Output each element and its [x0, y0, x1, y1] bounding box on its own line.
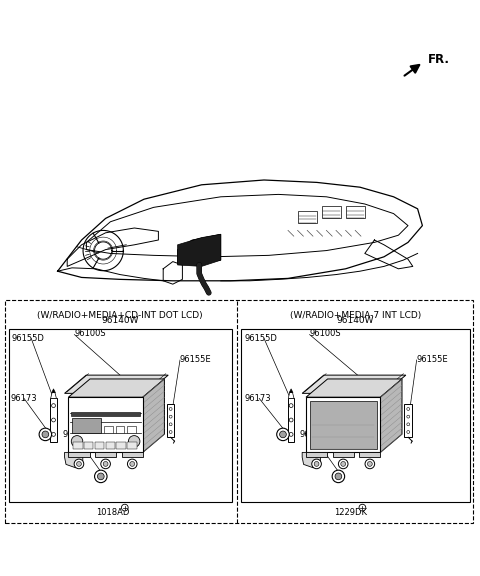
Circle shape	[97, 473, 104, 480]
Circle shape	[42, 431, 49, 438]
Polygon shape	[306, 452, 327, 457]
Text: 96173: 96173	[245, 394, 271, 403]
Text: 96100S: 96100S	[310, 329, 341, 338]
Circle shape	[103, 461, 108, 467]
Circle shape	[39, 428, 52, 441]
Bar	[127, 442, 136, 449]
Polygon shape	[178, 234, 221, 266]
Text: 96140W: 96140W	[336, 316, 374, 325]
Text: 96155D: 96155D	[12, 334, 45, 343]
Bar	[117, 442, 126, 449]
Circle shape	[338, 459, 348, 469]
Circle shape	[407, 408, 410, 411]
Text: 96155D: 96155D	[245, 334, 277, 343]
Text: FR.: FR.	[428, 53, 450, 66]
Circle shape	[121, 504, 128, 511]
Circle shape	[169, 423, 172, 426]
Bar	[95, 442, 104, 449]
Circle shape	[289, 404, 293, 408]
Circle shape	[335, 473, 342, 480]
Text: 1229DK: 1229DK	[334, 508, 367, 517]
Polygon shape	[64, 452, 83, 468]
Bar	[241, 329, 470, 502]
Bar	[310, 401, 376, 449]
Polygon shape	[288, 393, 294, 399]
Polygon shape	[69, 379, 164, 397]
Polygon shape	[52, 389, 56, 393]
Circle shape	[276, 428, 289, 441]
Circle shape	[129, 435, 140, 447]
Bar	[84, 442, 94, 449]
Polygon shape	[333, 452, 354, 457]
Circle shape	[52, 404, 56, 408]
Circle shape	[312, 459, 322, 469]
Polygon shape	[69, 452, 89, 457]
Circle shape	[407, 415, 410, 418]
Circle shape	[332, 470, 345, 483]
Polygon shape	[302, 452, 321, 468]
Polygon shape	[64, 375, 168, 393]
Circle shape	[74, 459, 84, 469]
Circle shape	[365, 459, 374, 469]
Circle shape	[169, 408, 172, 411]
Circle shape	[407, 423, 410, 426]
Bar	[5, 300, 473, 523]
Bar	[106, 442, 115, 449]
Polygon shape	[95, 452, 116, 457]
Polygon shape	[121, 452, 143, 457]
Polygon shape	[178, 234, 221, 265]
Circle shape	[169, 415, 172, 418]
Text: 96155E: 96155E	[180, 355, 212, 365]
Bar	[116, 426, 124, 433]
Bar	[167, 404, 175, 437]
Bar	[127, 426, 136, 433]
Text: 96100S: 96100S	[74, 329, 106, 338]
Bar	[72, 412, 140, 416]
Bar	[50, 399, 57, 442]
Circle shape	[71, 435, 83, 447]
Polygon shape	[380, 379, 402, 452]
Circle shape	[407, 431, 410, 434]
Polygon shape	[302, 375, 406, 393]
Bar	[298, 211, 317, 223]
Bar	[9, 329, 232, 502]
Bar	[72, 418, 100, 433]
Circle shape	[77, 461, 82, 467]
Circle shape	[169, 431, 172, 434]
Polygon shape	[306, 397, 380, 452]
Circle shape	[341, 461, 346, 467]
Polygon shape	[143, 379, 164, 452]
Circle shape	[52, 433, 56, 437]
Circle shape	[279, 431, 286, 438]
Circle shape	[289, 418, 293, 422]
Bar	[104, 426, 113, 433]
Text: 96173: 96173	[62, 430, 89, 439]
Circle shape	[52, 418, 56, 422]
Bar	[346, 206, 365, 218]
Polygon shape	[289, 389, 293, 393]
Circle shape	[359, 504, 366, 511]
Circle shape	[368, 461, 372, 467]
Text: 96173: 96173	[11, 394, 37, 403]
Circle shape	[130, 461, 134, 467]
Text: 96173: 96173	[300, 430, 326, 439]
Polygon shape	[359, 452, 380, 457]
Bar	[288, 399, 295, 442]
Text: 96155E: 96155E	[417, 355, 448, 365]
Circle shape	[95, 470, 107, 483]
Polygon shape	[51, 393, 57, 399]
Text: 1018AD: 1018AD	[96, 508, 130, 517]
Bar	[73, 442, 83, 449]
Text: (W/RADIO+MEDIA-7 INT LCD): (W/RADIO+MEDIA-7 INT LCD)	[289, 310, 421, 320]
Circle shape	[101, 459, 110, 469]
Text: 96140W: 96140W	[101, 316, 139, 325]
Bar	[404, 404, 412, 437]
Polygon shape	[306, 379, 402, 397]
Text: (W/RADIO+MEDIA+CD-INT DOT LCD): (W/RADIO+MEDIA+CD-INT DOT LCD)	[37, 310, 203, 320]
Circle shape	[289, 433, 293, 437]
Circle shape	[127, 459, 137, 469]
Bar	[322, 206, 341, 218]
Polygon shape	[69, 397, 143, 452]
Circle shape	[314, 461, 319, 467]
